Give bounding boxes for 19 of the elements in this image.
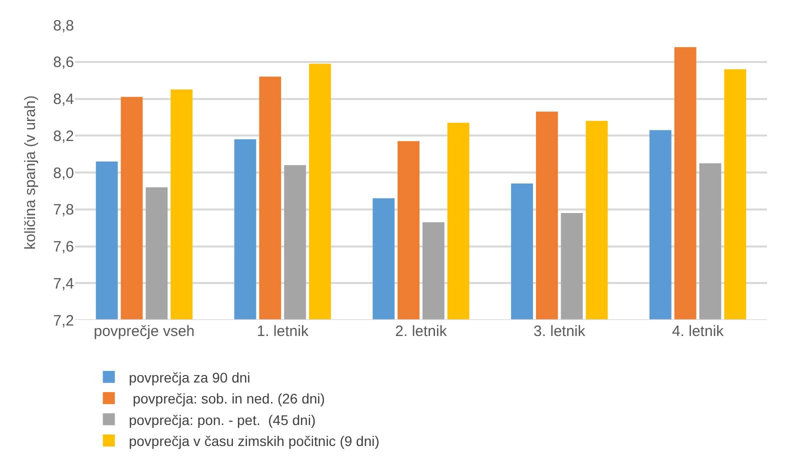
y-tick-label: 8,0 [53,164,74,182]
legend-label: povprečja: pon. - pet. (45 dni) [128,412,316,428]
y-tick-label: 8,6 [53,54,74,72]
y-tick-label: 8,2 [53,128,74,145]
legend-label: povprečja za 90 dni [128,369,250,386]
y-axis-title: količina spanja (v urah) [22,95,39,250]
y-tick-label: 7,2 [53,312,74,330]
y-tick-label: 7,4 [53,275,74,292]
y-tick-label: 7,6 [53,238,74,256]
y-tick-label: 8,4 [53,91,74,108]
x-tick-label: 4. letnik [672,323,724,340]
x-tick-label: 1. letnik [256,323,309,340]
legend-label: povprečja v času zimskih počitnic (9 dni) [128,432,380,449]
x-tick-label: 2. letnik [395,323,448,340]
x-tick-label: 3. letnik [534,323,586,340]
legend-label: povprečja: sob. in ned. (26 dni) [128,390,325,407]
y-tick-label: 8,8 [53,17,74,34]
x-tick-label: povprečje vseh [94,323,195,340]
y-tick-label: 7,8 [53,202,74,219]
